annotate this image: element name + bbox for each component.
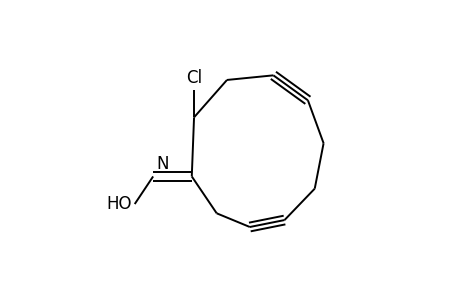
Text: Cl: Cl (185, 69, 202, 87)
Text: HO: HO (106, 195, 131, 213)
Text: N: N (156, 155, 168, 173)
